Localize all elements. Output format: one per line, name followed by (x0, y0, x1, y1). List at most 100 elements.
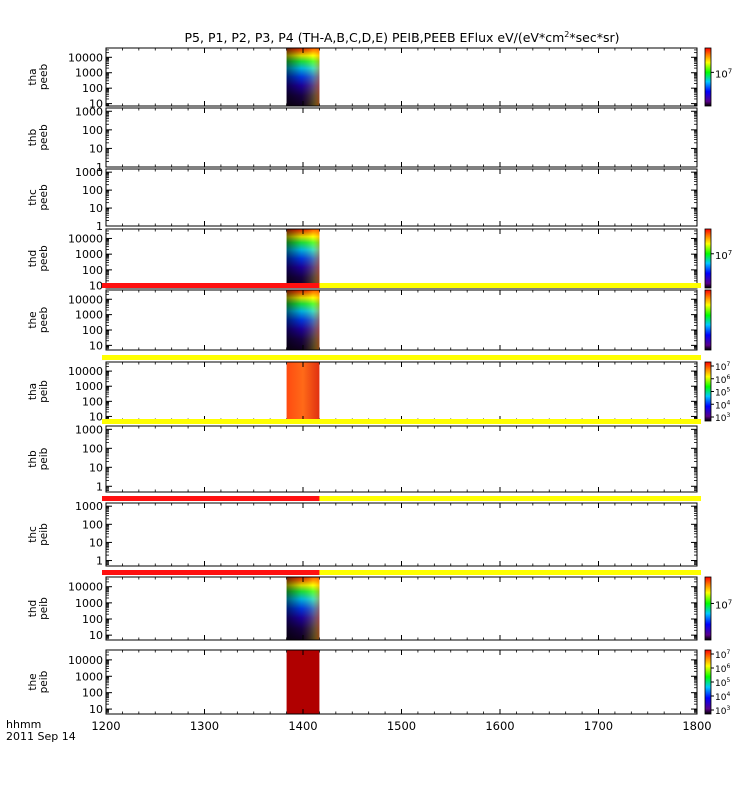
colorbar-label-base: 10 (715, 600, 728, 611)
colorbar-label-base: 10 (715, 401, 727, 411)
y-label-probe: the (27, 311, 39, 328)
y-tick-label: 100 (82, 395, 103, 408)
y-label-probe: thd (27, 600, 39, 617)
y-tick-label: 10000 (68, 232, 103, 245)
y-tick-label: 10 (89, 339, 103, 352)
y-tick-label: 1000 (75, 67, 103, 80)
y-label-probe: thb (27, 128, 39, 146)
colorbar-label: 107 (715, 67, 732, 80)
title-superscript: 2 (564, 30, 569, 39)
y-axis-label: tha peeb (27, 64, 50, 91)
colorbar-label-base: 10 (715, 665, 727, 675)
colorbar (704, 289, 712, 351)
spectrogram-shading (286, 48, 320, 106)
panel-frame (105, 168, 698, 227)
colorbar-label: 106 (715, 663, 730, 675)
colorbar-label: 105 (715, 677, 730, 689)
status-bar-yellow (102, 283, 701, 288)
colorbar-label-exp: 7 (728, 598, 732, 606)
status-bar-red (102, 283, 320, 288)
y-tick-label: 10 (89, 629, 103, 642)
colorbar-label-base: 10 (715, 693, 727, 703)
y-tick-label: 10 (89, 536, 103, 549)
colorbar-label: 106 (715, 374, 730, 386)
spectrogram-block (286, 362, 320, 421)
panel-frame (105, 107, 698, 168)
colorbar (704, 47, 712, 107)
y-label-probe: thb (27, 450, 39, 468)
panel-frame (105, 425, 698, 493)
colorbar-label: 107 (715, 249, 732, 262)
chart-title: P5, P1, P2, P3, P4 (TH-A,B,C,D,E) PEIB,P… (185, 30, 620, 45)
y-tick-label: 1000 (75, 166, 103, 179)
x-axis-label: hhmm (6, 718, 41, 731)
panel-frame (105, 228, 698, 289)
status-bar-yellow (102, 570, 701, 575)
x-axis-date: 2011 Sep 14 (6, 730, 76, 743)
y-tick-label: 100 (82, 324, 103, 337)
colorbar-label-base: 10 (715, 363, 727, 373)
colorbar-label-exp: 5 (726, 387, 730, 394)
y-axis-label: the peib (27, 670, 50, 693)
y-axis-label: thb peeb (27, 124, 50, 151)
panel-thb-peib: 1 10 100 1000 thb peib (27, 419, 701, 493)
y-label-product: peib (38, 380, 50, 403)
colorbar-label: 107 (715, 361, 730, 373)
status-bar-yellow (102, 496, 701, 501)
y-tick-label: 1000 (75, 309, 103, 322)
y-label-product: peib (38, 447, 50, 470)
colorbar-label-exp: 4 (726, 399, 730, 406)
colorbar-label-exp: 3 (726, 705, 730, 712)
y-tick-label: 1 (96, 161, 103, 174)
y-label-product: peeb (38, 245, 50, 272)
y-tick-label: 100 (82, 687, 103, 700)
y-tick-label: 10 (89, 202, 103, 215)
panel-the-peeb: 10 100 1000 10000 the peeb (27, 283, 712, 352)
y-label-product: peeb (38, 64, 50, 91)
colorbar-label-exp: 3 (726, 412, 730, 419)
title-part: *sec*sr) (569, 30, 619, 45)
colorbar-label-exp: 7 (728, 249, 732, 257)
status-bar-yellow (102, 419, 701, 424)
x-tick-label: 1700 (584, 719, 613, 733)
y-tick-label: 100 (82, 82, 103, 95)
y-label-probe: thd (27, 250, 39, 267)
y-tick-label: 10 (89, 703, 103, 716)
panel-frame (105, 502, 698, 567)
colorbar-label-exp: 6 (726, 374, 730, 381)
y-tick-label: 10000 (68, 293, 103, 306)
x-tick-label: 1300 (190, 719, 219, 733)
panel-frame (105, 649, 698, 715)
y-axis-label: the peeb (27, 307, 50, 334)
status-bar-red (102, 570, 320, 575)
panel-thc-peib: 1 10 100 1000 thc peib (27, 496, 701, 568)
colorbar-label: 103 (715, 412, 730, 424)
colorbar-label: 107 (715, 598, 732, 611)
colorbar (704, 228, 712, 289)
y-tick-label: 10 (89, 461, 103, 474)
panel-frame (105, 361, 698, 422)
y-tick-label: 10 (89, 142, 103, 155)
colorbar-label-base: 10 (715, 389, 727, 399)
y-tick-label: 10 (89, 410, 103, 423)
y-tick-label: 100 (82, 124, 103, 137)
x-tick-label: 1800 (682, 719, 711, 733)
colorbar-label-exp: 7 (728, 67, 732, 75)
colorbar-label: 103 (715, 705, 730, 717)
y-axis-label: thb peib (27, 447, 50, 470)
colorbar-label-base: 10 (715, 707, 727, 717)
spectrogram-block (286, 650, 320, 714)
y-tick-label: 10000 (68, 654, 103, 667)
panel-frame (105, 47, 698, 107)
y-label-probe: the (27, 673, 39, 690)
colorbar-label-exp: 7 (726, 649, 730, 656)
y-tick-label: 1000 (75, 105, 103, 118)
colorbar-label-exp: 6 (726, 663, 730, 670)
colorbar-label-base: 10 (715, 376, 727, 386)
y-label-product: peib (38, 597, 50, 620)
colorbar-label-exp: 7 (726, 361, 730, 368)
y-label-product: peib (38, 670, 50, 693)
spectrogram-shading (286, 290, 320, 350)
